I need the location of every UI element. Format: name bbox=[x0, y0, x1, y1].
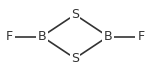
Text: B: B bbox=[38, 30, 46, 43]
Text: S: S bbox=[71, 8, 79, 21]
Text: S: S bbox=[71, 52, 79, 65]
Text: F: F bbox=[5, 30, 13, 43]
Text: B: B bbox=[104, 30, 112, 43]
Text: F: F bbox=[137, 30, 145, 43]
